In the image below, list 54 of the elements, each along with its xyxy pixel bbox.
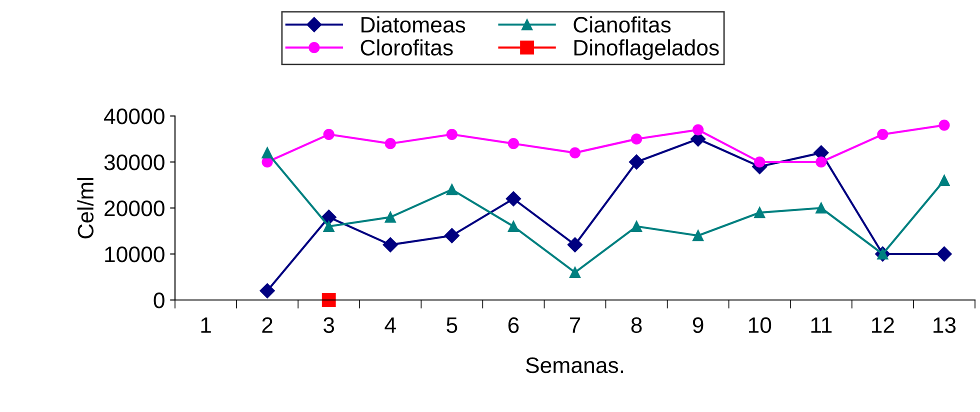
- x-tick-label: 4: [384, 317, 396, 333]
- y-axis-title: Cel/ml: [77, 178, 94, 238]
- x-tick-label: 10: [748, 317, 772, 333]
- point: [384, 138, 396, 150]
- point: [816, 202, 827, 214]
- y-tick-label: 10000: [105, 246, 164, 262]
- y-tick-label: 40000: [104, 108, 164, 124]
- point: [444, 228, 460, 244]
- x-tick-label: 12: [872, 317, 894, 333]
- x-tick-label: 9: [692, 317, 704, 333]
- legend-label: Clorofitas: [360, 39, 453, 56]
- point: [446, 184, 458, 196]
- point: [936, 246, 952, 262]
- point: [877, 128, 888, 140]
- x-tick-label: 8: [631, 317, 642, 333]
- point: [938, 174, 950, 186]
- x-tick-label: 2: [262, 317, 272, 333]
- point: [508, 220, 520, 232]
- point: [260, 283, 275, 298]
- point: [506, 191, 522, 206]
- point: [630, 133, 642, 145]
- point: [384, 212, 396, 223]
- x-tick-label: 3: [324, 317, 334, 333]
- y-tick-label: 0: [154, 292, 164, 308]
- point: [754, 207, 766, 218]
- point: [569, 147, 581, 158]
- point: [630, 220, 642, 232]
- point: [938, 120, 950, 131]
- legend-label: Dinoflagelados: [574, 39, 719, 60]
- point: [323, 220, 334, 232]
- x-axis-title: Semanas.: [526, 357, 623, 374]
- point: [323, 128, 334, 140]
- point: [692, 230, 704, 242]
- point: [692, 124, 704, 136]
- x-tick-label: 1: [201, 317, 211, 333]
- x-tick-label: 5: [446, 317, 458, 333]
- y-tick-label: 20000: [104, 200, 164, 216]
- point: [508, 138, 520, 150]
- point: [754, 156, 766, 168]
- point: [628, 154, 644, 170]
- point: [816, 156, 827, 168]
- x-tick-label: 7: [570, 317, 580, 333]
- x-tick-label: 13: [934, 317, 956, 333]
- point: [322, 293, 336, 307]
- x-tick-label: 11: [811, 317, 832, 333]
- legend-label: Cianofitas: [574, 16, 671, 33]
- point: [262, 147, 273, 158]
- point: [382, 237, 398, 252]
- point: [446, 128, 458, 140]
- point: [569, 266, 581, 278]
- y-tick-label: 30000: [104, 154, 164, 170]
- point: [567, 237, 583, 252]
- legend-label: Diatomeas: [362, 16, 466, 33]
- x-tick-label: 6: [508, 317, 519, 333]
